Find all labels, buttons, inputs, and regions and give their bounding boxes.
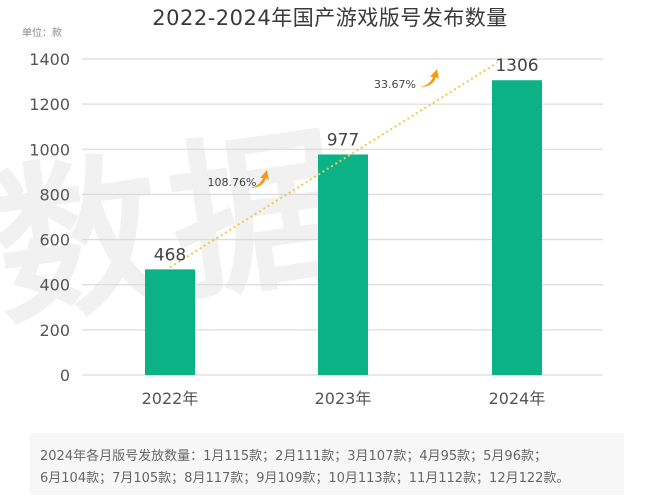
chart-title: 2022-2024年国产游戏版号发布数量 (152, 6, 508, 30)
y-tick-label: 800 (39, 185, 70, 204)
x-tick-label: 2022年 (142, 389, 199, 408)
bars (145, 80, 542, 376)
value-label: 1306 (495, 56, 538, 76)
note-line-1: 2024年各月版号发放数量：1月115款；2月111款；3月107款；4月95款… (40, 449, 547, 464)
y-tick-label: 1000 (29, 140, 70, 159)
growth-annotations: 108.76% 33.67% (208, 69, 439, 189)
value-label: 468 (154, 245, 186, 265)
bar-2023年 (318, 154, 368, 375)
bar-chart: 0 200 400 600 800 1000 1200 1400 468 977 1306 202… (29, 50, 603, 408)
x-tick-label: 2023年 (315, 389, 372, 408)
x-tick-label: 2024年 (489, 389, 546, 408)
y-tick-label: 1200 (29, 95, 70, 114)
growth-label: 33.67% (374, 78, 416, 91)
growth-label: 108.76% (208, 176, 257, 189)
value-labels: 468 977 1306 (154, 56, 539, 265)
x-axis-labels: 2022年 2023年 2024年 (142, 389, 546, 408)
monthly-note: 2024年各月版号发放数量：1月115款；2月111款；3月107款；4月95款… (30, 433, 624, 495)
y-tick-label: 200 (39, 321, 70, 340)
bar-2022年 (145, 269, 195, 375)
y-tick-label: 1400 (29, 50, 70, 69)
y-axis-ticks: 0 200 400 600 800 1000 1200 1400 (29, 50, 70, 385)
up-arrow-icon (420, 69, 439, 87)
bar-2024年 (492, 80, 542, 376)
unit-label: 单位：款 (22, 28, 62, 39)
value-label: 977 (327, 130, 359, 150)
y-tick-label: 600 (39, 231, 70, 250)
up-arrow-icon (250, 170, 269, 188)
trend-line (169, 62, 498, 269)
trendline (169, 62, 498, 269)
y-tick-label: 0 (60, 366, 70, 385)
note-line-2: 6月104款；7月105款；8月117款；9月109款；10月113款；11月1… (40, 471, 570, 486)
y-tick-label: 400 (39, 276, 70, 295)
